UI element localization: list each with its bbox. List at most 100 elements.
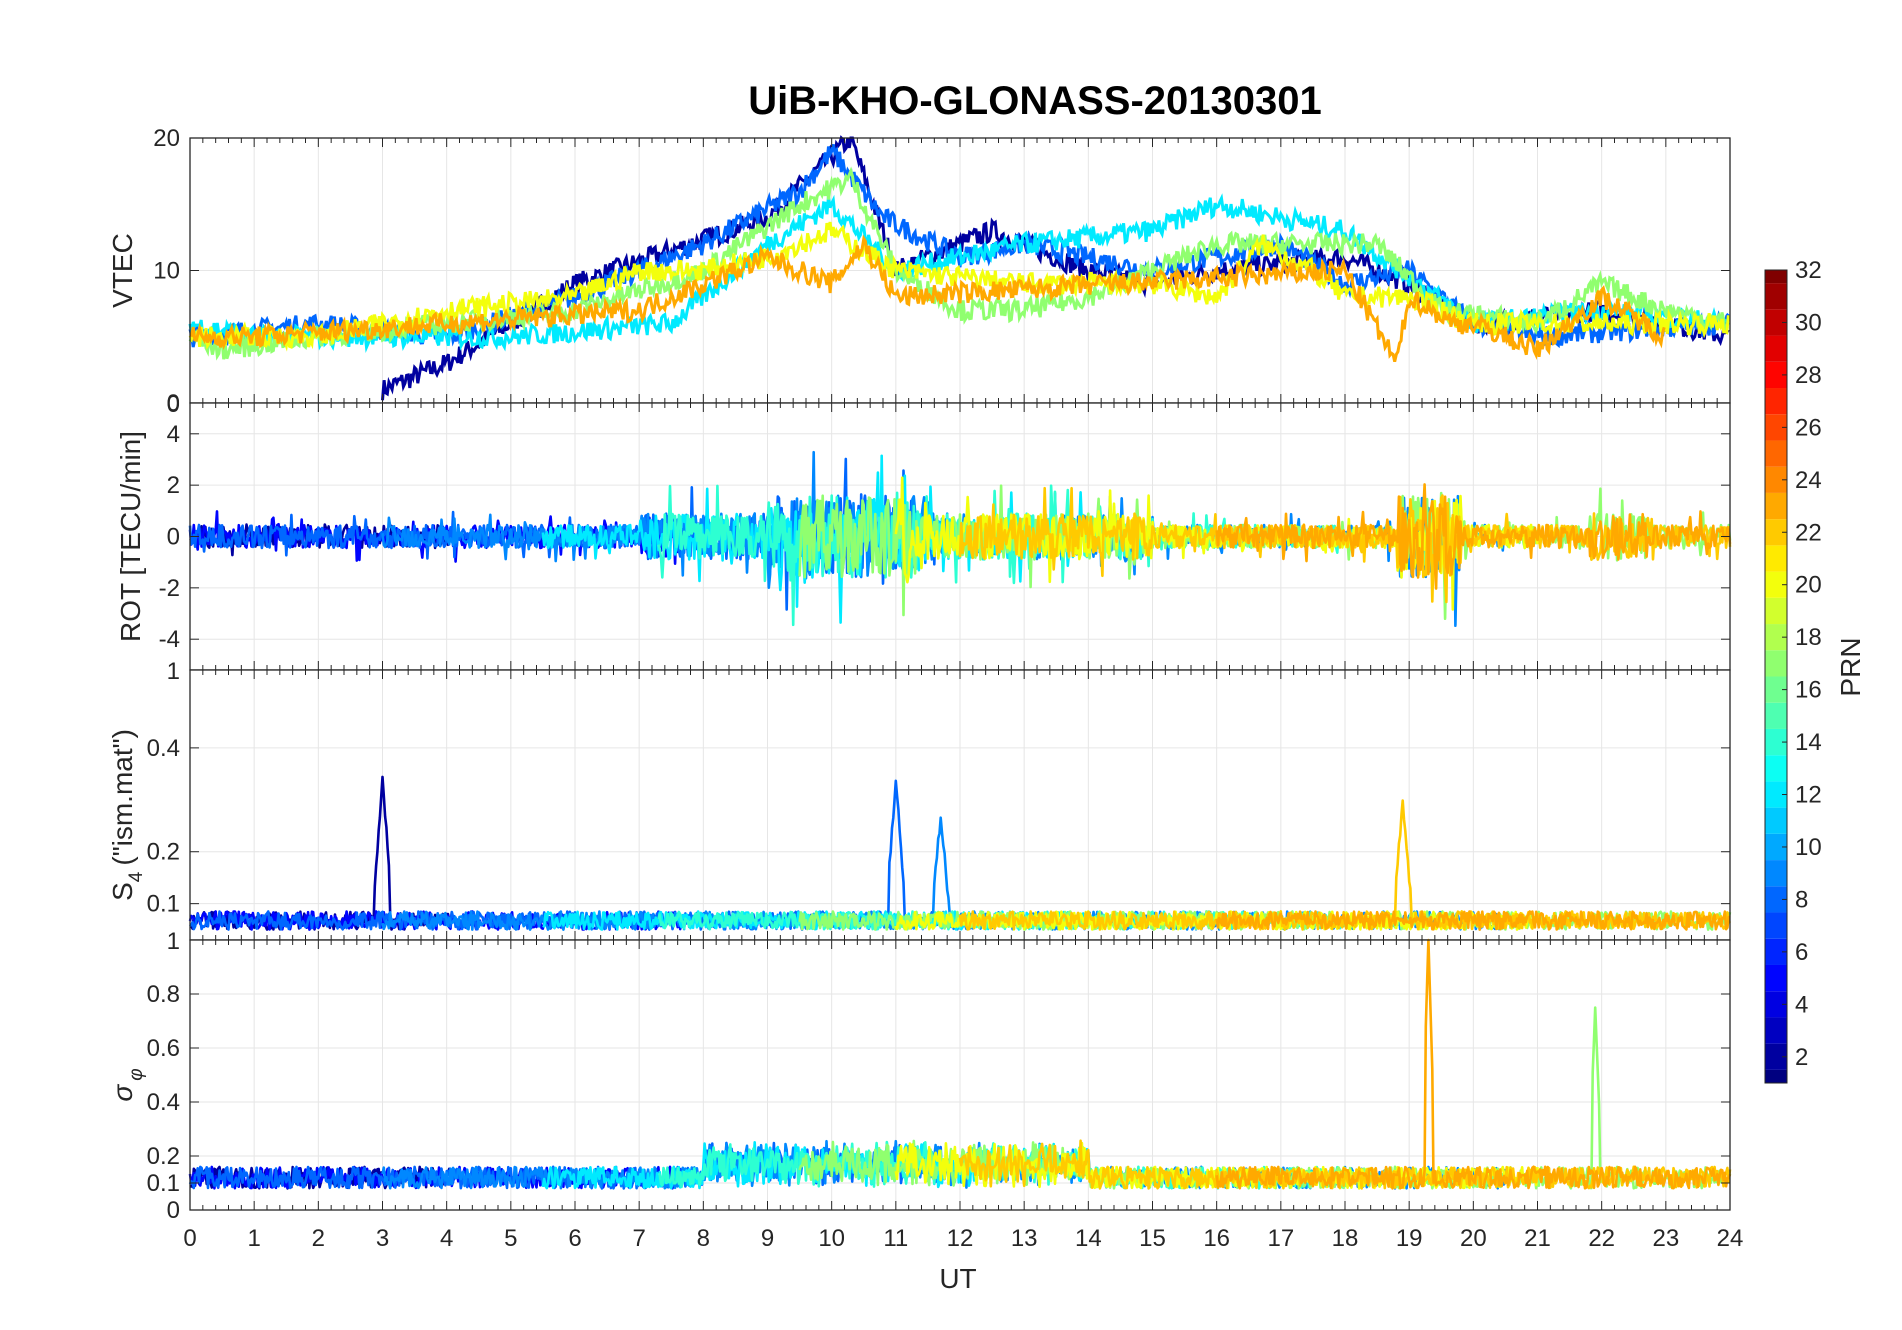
colorbar-swatch-prn-4	[1765, 991, 1787, 1018]
x-tick-label: 14	[1075, 1225, 1102, 1252]
y-tick-label: 0.4	[147, 735, 180, 762]
colorbar-swatch-prn-30	[1765, 309, 1787, 336]
colorbar-tick-label: 30	[1795, 309, 1822, 336]
panel-sigma: 00.10.2 0.4 0.6 0.8 1 σφ	[107, 928, 1732, 1224]
series-line-prn-23	[1215, 938, 1732, 1190]
colorbar-swatch-prn-6	[1765, 938, 1787, 965]
x-axis-label: UT	[939, 1263, 976, 1294]
x-tick-label: 8	[697, 1225, 710, 1252]
colorbar-swatch-prn-8	[1765, 886, 1787, 913]
colorbar-swatch-prn-11	[1765, 807, 1787, 834]
colorbar-tick-label: 6	[1795, 939, 1808, 966]
x-tick-label: 4	[440, 1225, 453, 1252]
series-group	[188, 135, 1730, 401]
x-tick-label: 1	[247, 1225, 260, 1252]
y-tick-label-top: 1	[167, 928, 180, 955]
y-tick-label: -4	[159, 626, 180, 653]
colorbar-swatch-prn-2	[1765, 1043, 1787, 1070]
x-tick-label: 9	[761, 1225, 774, 1252]
series-group	[188, 775, 1732, 931]
colorbar-swatch-prn-14	[1765, 728, 1787, 756]
x-tick-label: 0	[183, 1225, 196, 1252]
colorbar-swatch-prn-12	[1765, 781, 1787, 808]
y-axis-label: σφ	[107, 1068, 147, 1101]
x-tick-label: 13	[1011, 1225, 1038, 1252]
colorbar-tick-label: 20	[1795, 572, 1822, 599]
colorbar-swatch-prn-32	[1765, 270, 1787, 284]
x-tick-label: 20	[1460, 1225, 1487, 1252]
x-tick-label: 5	[504, 1225, 517, 1252]
y-axis-label: S4("ism.mat")	[107, 729, 147, 901]
y-tick-label: 0.6	[147, 1035, 180, 1062]
y-tick-label: 4	[167, 421, 180, 448]
colorbar-tick-label: 10	[1795, 834, 1822, 861]
x-tick-label: 23	[1652, 1225, 1679, 1252]
x-tick-label: 10	[818, 1225, 845, 1252]
colorbar-tick-label: 16	[1795, 677, 1822, 704]
y-tick-label: 0.8	[147, 981, 180, 1008]
colorbar-swatch-prn-20	[1765, 571, 1787, 598]
colorbar-tick-label: 4	[1795, 991, 1808, 1018]
colorbar-swatch-prn-18	[1765, 624, 1787, 651]
y-tick-label: 0.4	[147, 1089, 180, 1116]
colorbar-swatch-prn-26	[1765, 414, 1787, 441]
colorbar-swatch-prn-9	[1765, 860, 1787, 887]
x-tick-label: 6	[568, 1225, 581, 1252]
colorbar-tick-label: 26	[1795, 414, 1822, 441]
y-tick-label: 0	[167, 524, 180, 551]
y-tick-label: 0.1	[147, 1170, 180, 1197]
series-group	[188, 938, 1732, 1190]
colorbar-swatch-prn-1	[1765, 1069, 1787, 1083]
grid	[190, 670, 1730, 940]
colorbar-swatch-prn-23	[1765, 492, 1787, 520]
x-tick-label: 24	[1717, 1225, 1744, 1252]
x-tick-label: 11	[883, 1225, 908, 1252]
colorbar-swatch-prn-7	[1765, 912, 1787, 939]
y-tick-label: 20	[153, 125, 180, 152]
y-tick-label: 10	[153, 258, 180, 285]
y-tick-label-top: 0	[167, 391, 180, 418]
colorbar-tick-label: 8	[1795, 886, 1808, 913]
colorbar-frame	[1764, 269, 1788, 1084]
series-line-prn-20	[188, 221, 1730, 352]
colorbar-tick-label: 24	[1795, 467, 1822, 494]
colorbar-swatch-prn-3	[1765, 1017, 1787, 1044]
x-tick-label: 16	[1203, 1225, 1230, 1252]
x-tick-label: 2	[312, 1225, 325, 1252]
y-tick-label: 0.2	[147, 839, 180, 866]
colorbar-swatch-prn-29	[1765, 335, 1787, 362]
x-tick-label: 3	[376, 1225, 389, 1252]
colorbar-swatch-prn-19	[1765, 597, 1787, 625]
colorbar-swatch-prn-10	[1765, 833, 1787, 861]
y-tick-label: 2	[167, 472, 180, 499]
series-line-prn-23	[189, 234, 1666, 363]
colorbar-tick-label: 14	[1795, 729, 1822, 756]
y-axis-label: VTEC	[107, 233, 138, 308]
colorbar-tick-label: 2	[1795, 1044, 1808, 1071]
x-tick-label: 12	[947, 1225, 974, 1252]
series-line-prn-23	[1215, 910, 1731, 931]
series-group	[188, 450, 1732, 627]
panel-rot: -4 -2 0 2 4 0 ROT [TECU/min]	[115, 391, 1732, 671]
x-axis-ticks: 0 1 2 3 4 5 6 7 8 9 10 11 12 13 14 15 16 17 18 19 20 21 22 23 24	[183, 1225, 1743, 1252]
y-axis-label: ROT [TECU/min]	[115, 431, 146, 642]
colorbar-swatch-prn-16	[1765, 676, 1787, 703]
colorbar-tick-label: 18	[1795, 624, 1822, 651]
x-tick-label: 7	[632, 1225, 645, 1252]
colorbar-swatch-prn-25	[1765, 440, 1787, 467]
colorbar-swatch-prn-28	[1765, 361, 1787, 389]
colorbar-swatch-prn-13	[1765, 755, 1787, 782]
y-tick-label: 0.2	[147, 1143, 180, 1170]
series-line-prn-23	[1215, 483, 1732, 590]
y-tick-label-top: 1	[167, 658, 180, 685]
x-tick-label: 17	[1267, 1225, 1294, 1252]
x-tick-label: 18	[1332, 1225, 1359, 1252]
colorbar-label: PRN	[1835, 637, 1866, 696]
colorbar-swatch-prn-5	[1765, 964, 1787, 992]
colorbar-swatch-prn-21	[1765, 545, 1787, 572]
colorbar-tick-label: 12	[1795, 782, 1822, 809]
panel-s4: 0.1 0.2 0.4 1 S4("ism.mat")	[107, 658, 1732, 941]
colorbar-swatch-prn-22	[1765, 519, 1787, 546]
